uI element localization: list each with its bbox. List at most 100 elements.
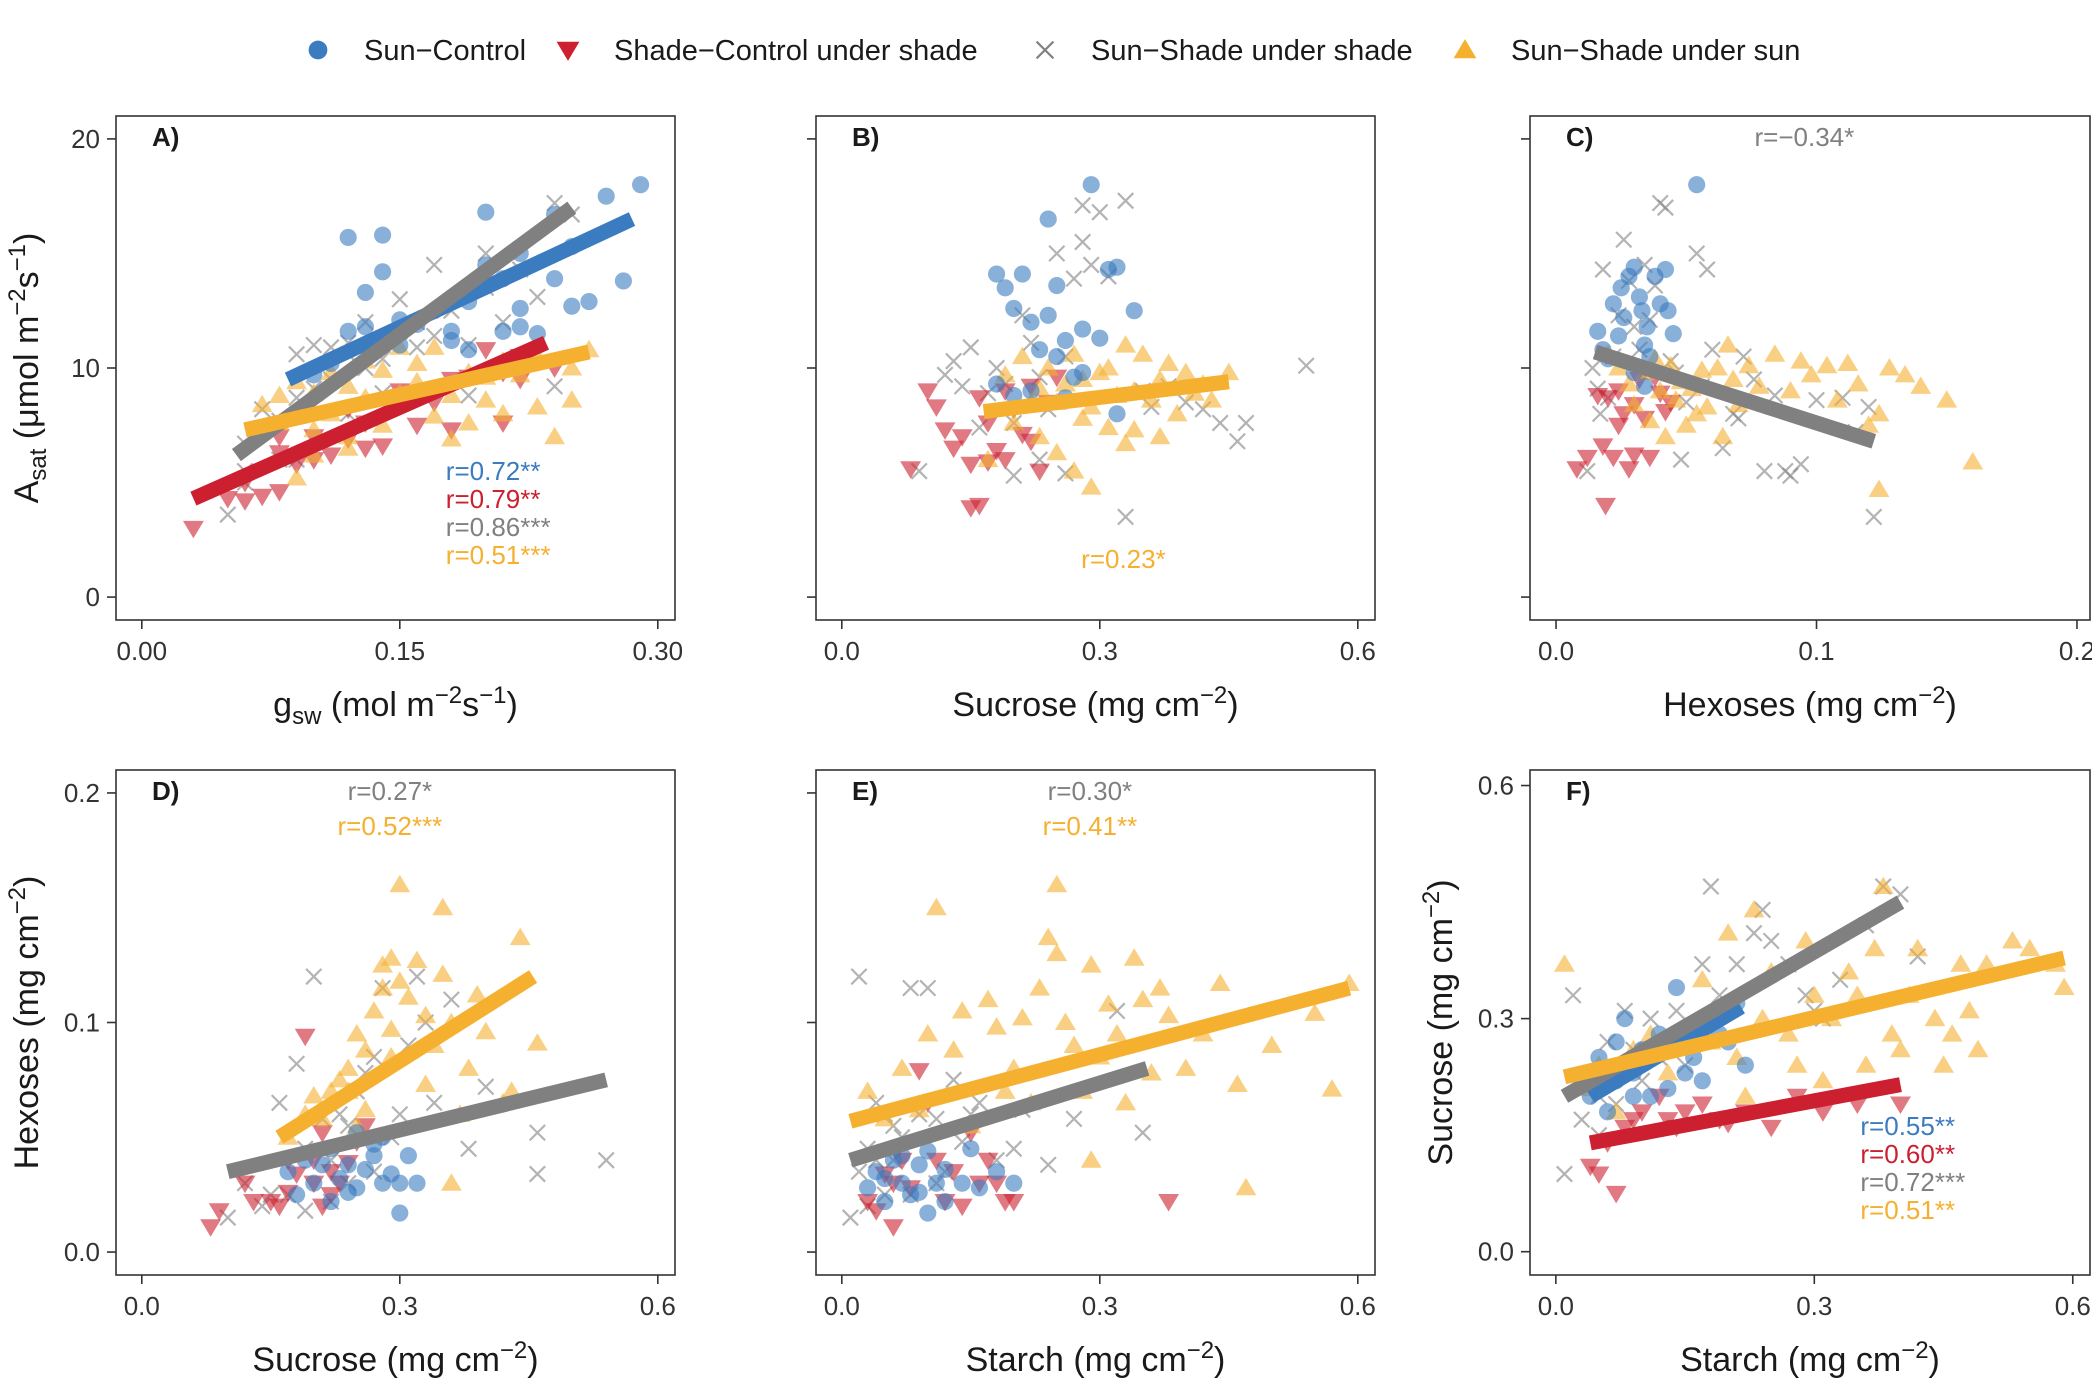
point-sss	[305, 968, 323, 986]
point-ssu	[1686, 403, 1708, 422]
point-sss	[1642, 1010, 1660, 1028]
point-ssu	[943, 1040, 965, 1058]
point-sc	[1022, 313, 1040, 331]
fit-line-ssu	[848, 980, 1352, 1129]
point-ssu	[1717, 335, 1739, 353]
point-sss	[1082, 256, 1100, 274]
point-ssu	[1209, 973, 1231, 992]
point-scs	[1029, 463, 1051, 482]
x-tick-label: 0.3	[1082, 1291, 1118, 1321]
point-sc	[1630, 288, 1648, 306]
correlation-label-scs: r=0.60**	[1860, 1139, 1955, 1169]
point-ssu	[1734, 1086, 1756, 1104]
point-ssu	[1003, 413, 1025, 431]
point-ssu	[354, 1099, 376, 1118]
point-sc	[970, 1179, 988, 1197]
point-ssu	[363, 1001, 385, 1019]
point-sss	[1702, 878, 1720, 896]
correlation-label-sc: r=0.72**	[446, 456, 541, 486]
point-ssu	[1046, 874, 1068, 893]
point-ssu	[475, 1021, 497, 1040]
point-ssu	[1175, 1058, 1197, 1076]
point-sc	[1108, 258, 1126, 276]
correlation-label-ssu: r=0.52***	[338, 811, 443, 841]
point-sc	[927, 1174, 945, 1192]
y-tick-label: 20	[71, 124, 100, 154]
point-sc	[279, 1163, 297, 1181]
point-sc	[1108, 405, 1126, 423]
legend-marker-scs	[556, 41, 580, 61]
point-sss	[1039, 1156, 1057, 1174]
point-ssu	[1097, 358, 1119, 376]
legend-label-sc: Sun−Control	[364, 35, 526, 67]
point-scs	[475, 342, 497, 360]
point-sss	[1228, 432, 1246, 450]
point-scs	[1812, 1104, 1834, 1122]
fit-line-ssu	[1562, 950, 2066, 1085]
point-ssu	[1063, 461, 1085, 479]
point-sc	[1074, 364, 1092, 382]
point-ssu	[1816, 355, 1838, 374]
point-sss	[1728, 955, 1746, 973]
point-sc	[1005, 1174, 1023, 1192]
point-ssu	[994, 1081, 1016, 1099]
point-sss	[1656, 199, 1674, 217]
x-tick-label: 0.1	[1798, 636, 1834, 666]
point-ssu	[1226, 1074, 1248, 1093]
point-sc	[1736, 1056, 1754, 1074]
x-axis-label: gsw (mol m−2s−1)	[273, 682, 518, 730]
y-tick-label: 0.2	[64, 778, 100, 808]
point-scs	[882, 1219, 904, 1237]
point-ssu	[1115, 335, 1137, 353]
point-sc	[313, 1156, 331, 1174]
point-ssu	[1654, 426, 1676, 445]
fit-line-sss	[848, 1061, 1150, 1168]
point-sc	[876, 1192, 894, 1211]
point-sss	[850, 968, 868, 986]
point-scs	[1158, 1194, 1180, 1212]
point-scs	[1597, 390, 1619, 408]
correlation-label-ssu: r=0.41**	[1043, 811, 1138, 841]
point-ssu	[1967, 1039, 1989, 1058]
point-scs	[968, 497, 990, 516]
point-sss	[391, 1105, 409, 1123]
y-tick-label: 10	[71, 353, 100, 383]
point-scs	[268, 484, 290, 502]
point-ssu	[1933, 1055, 1954, 1073]
panel-letter: C)	[1566, 122, 1593, 152]
panel-frame	[115, 115, 676, 621]
point-ssu	[1691, 360, 1713, 378]
x-tick-label: 0.30	[632, 636, 683, 666]
legend-marker-ssu	[1453, 39, 1477, 59]
point-scs	[294, 1028, 316, 1047]
panel-6: 0.0 0.3 0.6 0.0 0.3 0.6 F) Starch (mg cm−2) Sucr…	[1418, 769, 2091, 1379]
point-sc	[331, 1170, 349, 1188]
plot-area	[1566, 176, 1984, 526]
point-scs	[243, 1194, 265, 1212]
point-ssu	[372, 415, 394, 433]
point-ssu	[1046, 442, 1068, 461]
point-ssu	[1691, 969, 1713, 988]
point-ssu	[526, 397, 548, 415]
point-sc	[348, 1179, 366, 1197]
plot-area	[200, 874, 615, 1237]
panel-2: 0.0 0.3 0.6 B) Sucrose (mg cm−2) r=0.23*	[807, 115, 1376, 724]
plot-area	[841, 874, 1360, 1237]
point-sss	[1672, 451, 1690, 469]
point-ssu	[1847, 374, 1869, 392]
point-sc	[339, 228, 357, 246]
point-ssu	[1786, 1055, 1808, 1073]
point-scs	[260, 1194, 282, 1212]
point-ssu	[458, 1058, 480, 1076]
point-ssu	[406, 950, 428, 969]
point-sss	[408, 338, 426, 356]
point-ssu	[1812, 1070, 1834, 1089]
x-tick-label: 0.2	[2059, 636, 2092, 666]
point-sss	[1564, 986, 1582, 1004]
correlation-label-ssu: r=0.23*	[1081, 544, 1166, 574]
point-scs	[951, 1198, 973, 1217]
point-sss	[1091, 203, 1109, 221]
point-sss	[1065, 270, 1083, 288]
point-ssu	[1080, 477, 1102, 495]
point-sc	[1091, 329, 1109, 347]
